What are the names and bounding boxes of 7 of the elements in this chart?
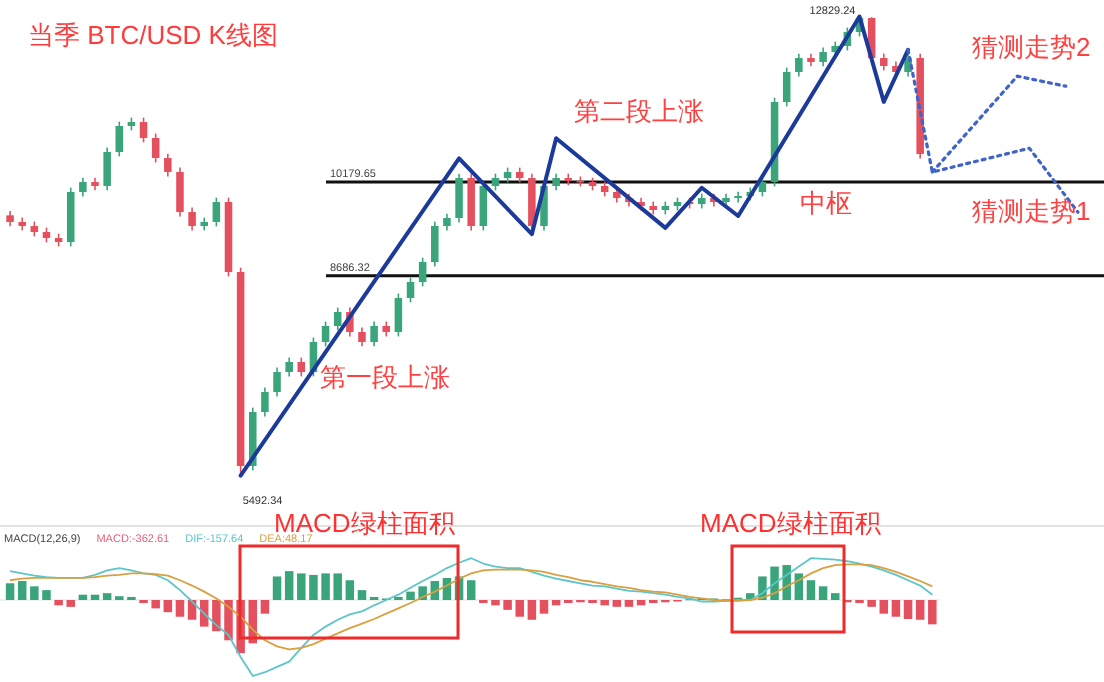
- annotation: 猜测走势1: [972, 196, 1091, 226]
- annotation: 中枢: [800, 188, 852, 218]
- text: MACD绿柱面积: [700, 508, 881, 538]
- annotation: 第一段上涨: [320, 362, 450, 392]
- chart-title: 当季 BTC/USD K线图: [28, 20, 278, 50]
- annotation: 猜测走势2: [972, 32, 1091, 62]
- annotation: 第二段上涨: [574, 96, 704, 126]
